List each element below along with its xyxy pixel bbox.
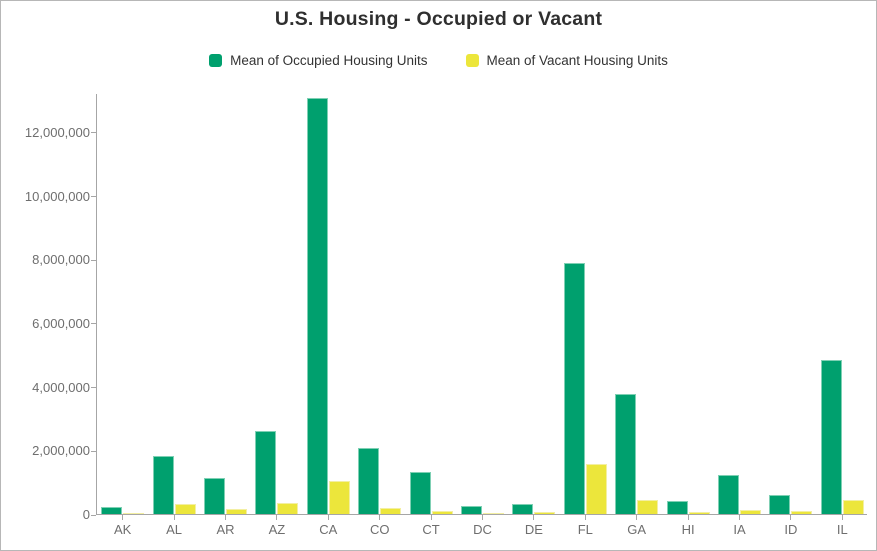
y-axis-tick [91,132,96,134]
x-axis-label-de: DE [524,522,543,537]
occupied-swatch-icon [209,54,223,67]
y-axis-tick-label: 12,000,000 [24,124,90,140]
y-axis-tick [91,514,96,516]
bar-ct-vacant[interactable] [431,510,453,514]
x-axis-label-ia: IA [733,522,746,537]
x-axis-tick [430,515,432,520]
y-axis-tick [91,196,96,198]
plot-area: 0 2,000,000 4,000,000 6,000,000 8,000,000 10,… [25,94,867,537]
bar-ia-vacant[interactable] [740,510,761,514]
chart-title: U.S. Housing - Occupied or Vacant [274,8,603,30]
bar-ct-occupied[interactable] [409,471,431,514]
y-axis-tick [91,387,96,389]
x-axis-tick [482,515,483,520]
legend-item-occupied[interactable]: Mean of Occupied Housing Units [209,53,428,68]
y-axis-tick-label: 0 [82,507,90,522]
bar-de-occupied[interactable] [512,503,534,514]
bar-az-occupied[interactable] [255,431,277,514]
bar-ak-vacant[interactable] [123,512,145,514]
bar-al-occupied[interactable] [152,455,174,514]
bar-az-vacant[interactable] [277,503,299,514]
bar-de-vacant[interactable] [534,512,556,514]
bar-al-vacant[interactable] [174,503,196,514]
bar-fl-vacant[interactable] [585,464,607,514]
bar-hi-occupied[interactable] [666,501,688,514]
x-axis-label-ga: GA [627,522,647,537]
bar-ia-occupied[interactable] [718,474,739,514]
bar-hi-vacant[interactable] [688,511,710,514]
y-axis-tick-label: 4,000,000 [32,379,90,395]
bar-ca-vacant[interactable] [328,480,350,514]
x-axis-tick [687,515,689,520]
x-axis-label-co: CO [369,522,390,537]
x-axis-label-az: AZ [268,522,286,537]
bar-ar-occupied[interactable] [204,478,225,514]
chart-legend: Mean of Occupied Housing Units Mean of V… [1,53,876,68]
x-axis-label-al: AL [166,522,183,537]
x-axis-tick [122,515,124,520]
x-axis-tick [173,515,175,520]
legend-label-occupied: Mean of Occupied Housing Units [230,53,428,68]
bar-ak-occupied[interactable] [101,507,123,514]
x-axis-label-il: IL [836,522,848,537]
legend-item-vacant[interactable]: Mean of Vacant Housing Units [465,53,668,68]
bar-ar-vacant[interactable] [226,508,247,514]
bar-ga-occupied[interactable] [615,394,637,514]
vacant-swatch-icon [465,54,479,67]
bar-dc-occupied[interactable] [461,506,482,514]
x-axis-tick [841,515,843,520]
y-axis-tick-label: 10,000,000 [24,188,90,204]
x-axis-label-ca: CA [319,522,338,537]
bar-co-occupied[interactable] [358,447,380,514]
x-axis-tick [790,515,792,520]
x-axis-tick [276,515,278,520]
y-axis-tick [91,323,96,325]
bar-id-occupied[interactable] [769,495,791,514]
bar-ca-occupied[interactable] [306,97,328,514]
x-axis-tick [327,515,329,520]
y-axis-tick-label: 2,000,000 [32,443,90,459]
bar-id-vacant[interactable] [791,511,813,514]
x-axis-tick [225,515,226,520]
x-axis-tick [739,515,740,520]
x-axis-label-dc: DC [473,522,492,537]
y-axis-tick-label: 8,000,000 [32,252,90,268]
x-axis-label-ak: AK [114,522,132,537]
bar-il-vacant[interactable] [842,499,864,514]
x-axis-tick [533,515,535,520]
y-axis-tick [91,450,96,452]
bar-dc-vacant[interactable] [483,512,504,514]
x-axis-tick [636,515,638,520]
x-axis-tick [379,515,381,520]
x-axis-label-id: ID [784,522,798,537]
bar-ga-vacant[interactable] [637,500,659,514]
x-axis-label-ct: CT [422,522,440,537]
x-axis-label-fl: FL [577,522,593,537]
y-axis-tick-label: 6,000,000 [32,315,90,331]
bar-fl-occupied[interactable] [563,262,585,514]
x-axis-label-ar: AR [216,522,235,537]
x-axis-label-hi: HI [681,522,695,537]
y-axis-tick [91,259,96,261]
x-axis-tick [584,515,586,520]
bar-il-occupied[interactable] [820,360,842,514]
legend-label-vacant: Mean of Vacant Housing Units [486,53,668,68]
bar-co-vacant[interactable] [380,507,402,514]
